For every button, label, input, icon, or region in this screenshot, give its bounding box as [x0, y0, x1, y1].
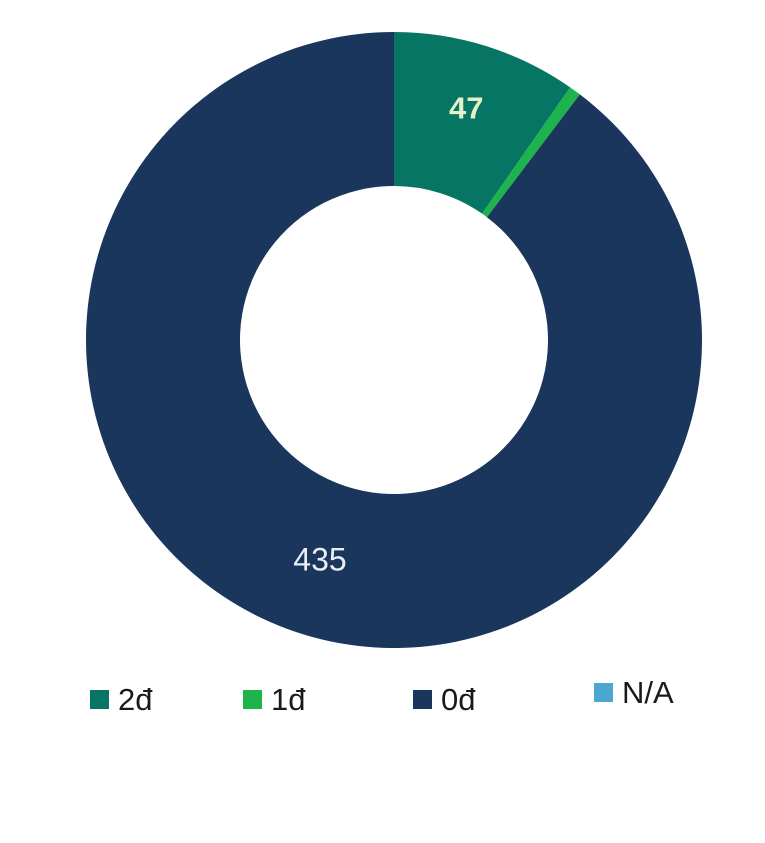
legend-label-1d: 1đ [271, 682, 306, 717]
slice-0d [86, 32, 703, 648]
legend-label-2d: 2đ [118, 682, 153, 717]
legend-swatch-1d [243, 690, 262, 709]
legend-item-2d: 2đ [90, 684, 152, 715]
data-labels: 47 435 [293, 90, 483, 577]
legend-item-0d: 0đ [413, 684, 475, 715]
data-label-2d: 47 [449, 90, 483, 125]
donut-slices [86, 32, 703, 648]
data-label-0d: 435 [293, 541, 346, 577]
legend-swatch-na [594, 683, 613, 702]
legend: 2đ 1đ 0đ N/A [0, 674, 765, 722]
legend-label-0d: 0đ [441, 682, 476, 717]
legend-item-na: N/A [594, 677, 674, 708]
legend-swatch-2d [90, 690, 109, 709]
legend-swatch-0d [413, 690, 432, 709]
legend-item-1d: 1đ [243, 684, 305, 715]
slice-1d [482, 87, 580, 218]
legend-label-na: N/A [622, 675, 674, 710]
slice-2d [394, 32, 571, 214]
